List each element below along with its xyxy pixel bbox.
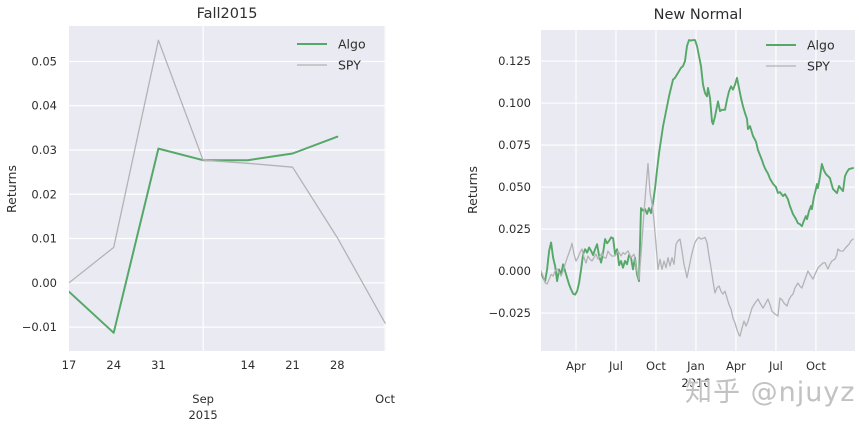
legend-label-algo: Algo	[807, 38, 835, 53]
x-tick-label: Oct	[646, 359, 666, 373]
y-tick-label: 0.00	[31, 276, 57, 290]
y-tick-label: 0.075	[498, 138, 531, 152]
x-tick-label: 21	[285, 358, 300, 372]
x-tick-label: Apr	[726, 359, 746, 373]
legend-label-spy: SPY	[807, 59, 830, 74]
y-tick-label: 0.01	[31, 232, 57, 246]
fall2015-ylabel: Returns	[4, 165, 19, 213]
chart-new-normal: −0.025 0.000 0.025 0.050 0.075 0.100 0.125 Apr J…	[465, 7, 855, 390]
y-tick-label: 0.04	[31, 99, 57, 113]
x-tick-year-label: 2016	[681, 376, 710, 390]
x-tick-label: Oct	[806, 359, 826, 373]
watermark: 知乎 @njuyz	[685, 377, 856, 408]
x-tick-label: 14	[241, 358, 256, 372]
y-tick-label: −0.025	[488, 306, 531, 320]
x-tick-label: Jul	[768, 359, 783, 373]
y-tick-label: 0.025	[498, 222, 531, 236]
x-tick-label: Apr	[566, 359, 586, 373]
x-tick-label: Oct	[375, 392, 395, 406]
fall2015-series-spy	[69, 39, 386, 324]
new-normal-plot-area	[541, 30, 855, 351]
y-tick-label: 0.000	[498, 264, 531, 278]
chart-fall2015: −0.01 0.00 0.01 0.02 0.03 0.04 0.05 17 24 31 14 21 2…	[4, 6, 396, 422]
y-tick-label: 0.03	[31, 143, 57, 157]
y-tick-label: 0.100	[498, 96, 531, 110]
new-normal-series-algo	[541, 39, 854, 296]
x-tick-label: 24	[106, 358, 121, 372]
x-tick-label: Jan	[686, 359, 705, 373]
new-normal-ylabel: Returns	[465, 166, 480, 214]
new-normal-series-spy	[541, 162, 854, 337]
y-tick-label: 0.02	[31, 187, 57, 201]
y-tick-label: 0.05	[31, 54, 57, 68]
legend-label-spy: SPY	[338, 58, 361, 73]
x-tick-label: Sep	[192, 392, 214, 406]
new-normal-title: New Normal	[654, 7, 743, 23]
fall2015-legend: Algo SPY	[297, 37, 366, 73]
x-tick-label: 28	[330, 358, 345, 372]
legend-label-algo: Algo	[338, 37, 366, 52]
y-tick-label: 0.125	[498, 54, 531, 68]
new-normal-legend: Algo SPY	[766, 38, 835, 74]
x-tick-label: 17	[62, 358, 77, 372]
fall2015-title: Fall2015	[197, 6, 258, 22]
x-tick-label: 31	[151, 358, 166, 372]
y-tick-label: 0.050	[498, 180, 531, 194]
x-tick-label: Jul	[608, 359, 623, 373]
x-tick-year-label: 2015	[188, 408, 217, 422]
y-tick-label: −0.01	[22, 320, 57, 334]
fall2015-plot-area	[69, 26, 386, 351]
